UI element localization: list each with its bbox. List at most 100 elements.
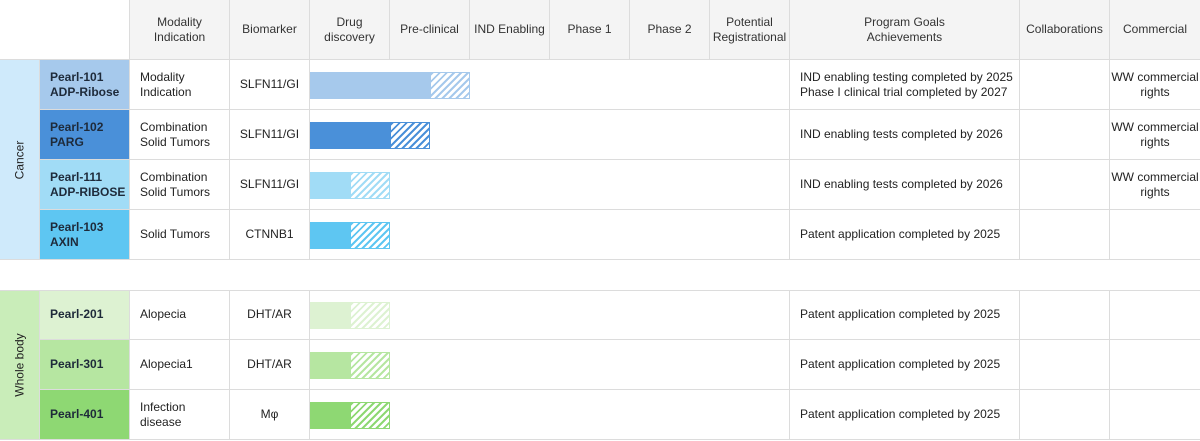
header-goals: Program Goals Achievements (790, 0, 1020, 60)
header-ind-enabling: IND Enabling (470, 0, 550, 60)
progress-area (310, 340, 790, 390)
program-name: Pearl-301 (50, 357, 104, 371)
header-phase2: Phase 2 (630, 0, 710, 60)
indication-cell: Combination Solid Tumors (130, 110, 230, 160)
progress-bar-completed (310, 302, 350, 329)
program-name: Pearl-401 (50, 407, 104, 421)
progress-area (310, 110, 790, 160)
program-name-cell: Pearl-102 PARG (40, 110, 130, 160)
program-name: Pearl-111 ADP-RIBOSE (50, 169, 126, 199)
program-name-cell: Pearl-101 ADP-Ribose (40, 60, 130, 110)
program-row: Pearl-401 Infection disease Mφ Patent appli… (0, 390, 1200, 440)
progress-bar-target (350, 402, 390, 429)
collaborations-cell (1020, 390, 1110, 440)
indication-cell-text: Modality Indication (140, 69, 192, 99)
indication-cell-text: Alopecia (140, 307, 187, 321)
indication-cell: Combination Solid Tumors (130, 160, 230, 210)
header-collaborations: Collaborations (1020, 0, 1110, 60)
goal-cell: Patent application completed by 2025 (790, 210, 1020, 260)
commercial-cell-text: WW commercial rights (1111, 119, 1199, 149)
goal-cell: IND enabling tests completed by 2026 (790, 110, 1020, 160)
header-phase1: Phase 1 (550, 0, 630, 60)
indication-cell-text: Combination Solid Tumors (140, 169, 211, 199)
progress-bar-completed (310, 72, 430, 99)
program-name: Pearl-101 ADP-Ribose (50, 69, 120, 99)
progress-bar-completed (310, 402, 350, 429)
commercial-cell: WW commercial rights (1110, 110, 1200, 160)
goal-cell-text: IND enabling testing completed by 2025 P… (800, 69, 1013, 99)
header-registrational: Potential Registrational (710, 0, 790, 60)
goal-cell: Patent application completed by 2025 (790, 290, 1020, 340)
biomarker-cell: SLFN11/GI (230, 160, 310, 210)
commercial-cell-text: WW commercial rights (1111, 69, 1199, 99)
progress-bar-completed (310, 352, 350, 379)
goal-cell: IND enabling tests completed by 2026 (790, 160, 1020, 210)
section-divider (0, 290, 1200, 291)
program-row: Pearl-101 ADP-Ribose Modality Indication S… (0, 60, 1200, 110)
progress-bar-target (350, 222, 390, 249)
progress-bar-target (350, 302, 390, 329)
biomarker-cell-text: SLFN11/GI (239, 127, 300, 141)
biomarker-cell-text: DHT/AR (247, 307, 292, 321)
program-name-cell: Pearl-111 ADP-RIBOSE (40, 160, 130, 210)
program-name: Pearl-102 PARG (50, 119, 104, 149)
commercial-cell (1110, 340, 1200, 390)
collaborations-cell (1020, 110, 1110, 160)
biomarker-cell-text: DHT/AR (247, 357, 292, 371)
biomarker-cell: DHT/AR (230, 340, 310, 390)
biomarker-cell-text: Mφ (260, 407, 279, 421)
biomarker-cell-text: SLFN11/GI (239, 177, 300, 191)
biomarker-cell: SLFN11/GI (230, 110, 310, 160)
goal-cell-text: Patent application completed by 2025 (800, 307, 1001, 321)
commercial-cell (1110, 210, 1200, 260)
biomarker-cell: SLFN11/GI (230, 60, 310, 110)
program-row: Pearl-111 ADP-RIBOSE Combination Solid Tu… (0, 160, 1200, 210)
program-name: Pearl-201 (50, 307, 104, 321)
commercial-cell (1110, 290, 1200, 340)
indication-cell: Modality Indication (130, 60, 230, 110)
header-blank (0, 0, 130, 60)
progress-bar-target (390, 122, 430, 149)
goal-cell-text: Patent application completed by 2025 (800, 407, 1001, 421)
program-name-cell: Pearl-301 (40, 340, 130, 390)
progress-bar-completed (310, 172, 350, 199)
indication-cell-text: Combination Solid Tumors (140, 119, 211, 149)
goal-cell-text: IND enabling tests completed by 2026 (800, 127, 1003, 141)
indication-cell: Alopecia (130, 290, 230, 340)
progress-bar-target (350, 352, 390, 379)
header-biomarker: Biomarker (230, 0, 310, 60)
biomarker-cell-text: SLFN11/GI (239, 77, 300, 91)
goal-cell: Patent application completed by 2025 (790, 340, 1020, 390)
header-drug-discovery: Drug discovery (310, 0, 390, 60)
progress-bar-target (430, 72, 470, 99)
progress-bar-completed (310, 122, 390, 149)
progress-bar-target (350, 172, 390, 199)
collaborations-cell (1020, 210, 1110, 260)
program-name-cell: Pearl-401 (40, 390, 130, 440)
collaborations-cell (1020, 290, 1110, 340)
collaborations-cell (1020, 60, 1110, 110)
goal-cell-text: IND enabling tests completed by 2026 (800, 177, 1003, 191)
program-name-cell: Pearl-103 AXIN (40, 210, 130, 260)
collaborations-cell (1020, 340, 1110, 390)
program-row: Pearl-103 AXIN Solid Tumors CTNNB1 Patent a… (0, 210, 1200, 260)
indication-cell-text: Solid Tumors (140, 227, 211, 241)
biomarker-cell: CTNNB1 (230, 210, 310, 260)
program-name: Pearl-103 AXIN (50, 219, 104, 249)
header-modality: Modality Indication (130, 0, 230, 60)
group-label-cancer: Cancer (0, 60, 40, 260)
progress-area (310, 210, 790, 260)
commercial-cell: WW commercial rights (1110, 60, 1200, 110)
commercial-cell (1110, 390, 1200, 440)
collaborations-cell (1020, 160, 1110, 210)
progress-area (310, 60, 790, 110)
commercial-cell-text: WW commercial rights (1111, 169, 1199, 199)
indication-cell: Alopecia1 (130, 340, 230, 390)
program-row: Pearl-201 Alopecia DHT/AR Patent applicatio… (0, 290, 1200, 340)
indication-cell: Infection disease (130, 390, 230, 440)
header-commercial: Commercial (1110, 0, 1200, 60)
program-name-cell: Pearl-201 (40, 290, 130, 340)
progress-area (310, 390, 790, 440)
progress-area (310, 290, 790, 340)
